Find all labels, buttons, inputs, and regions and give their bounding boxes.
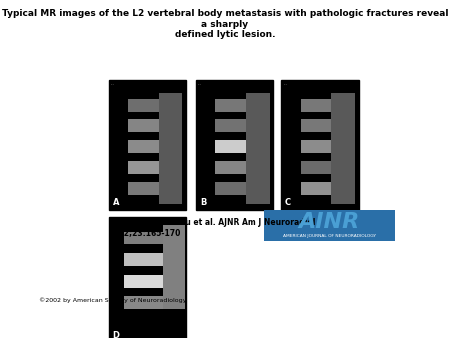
Bar <box>159 93 182 204</box>
Text: ...: ... <box>198 82 202 86</box>
Bar <box>128 119 163 132</box>
Bar <box>109 217 186 338</box>
Text: AINR: AINR <box>299 212 360 232</box>
Text: D: D <box>112 331 120 338</box>
Text: ...: ... <box>283 82 287 86</box>
Bar <box>128 140 163 153</box>
Text: AMERICAN JOURNAL OF NEURORADIOLOGY: AMERICAN JOURNAL OF NEURORADIOLOGY <box>283 234 376 238</box>
Bar <box>281 80 359 210</box>
Bar <box>128 99 163 112</box>
Text: A: A <box>112 198 119 207</box>
Bar <box>128 161 163 174</box>
Text: Typical MR images of the L2 vertebral body metastasis with pathologic fractures : Typical MR images of the L2 vertebral bo… <box>2 9 448 39</box>
Bar <box>124 232 167 244</box>
Bar <box>124 275 167 288</box>
Text: ©2002 by American Society of Neuroradiology: ©2002 by American Society of Neuroradiol… <box>39 297 186 303</box>
Bar <box>301 119 335 132</box>
Bar <box>215 119 250 132</box>
Text: Xiaohong Joe Zhou et al. AJNR Am J Neuroradiol
2002;23:165-170: Xiaohong Joe Zhou et al. AJNR Am J Neuro… <box>109 218 315 238</box>
Bar <box>124 318 167 331</box>
Bar <box>264 210 396 241</box>
Text: ...: ... <box>111 82 114 86</box>
Bar <box>215 140 250 153</box>
Bar <box>301 182 335 195</box>
Bar <box>301 161 335 174</box>
Text: C: C <box>285 198 291 207</box>
Bar <box>109 80 186 210</box>
Bar <box>215 99 250 112</box>
Bar <box>215 161 250 174</box>
Bar <box>332 93 355 204</box>
Bar <box>196 80 274 210</box>
Bar <box>124 254 167 266</box>
Bar <box>163 225 185 337</box>
Bar <box>301 99 335 112</box>
Bar <box>301 140 335 153</box>
Bar <box>124 296 167 309</box>
Text: B: B <box>200 198 206 207</box>
Bar <box>246 93 270 204</box>
Bar <box>215 182 250 195</box>
Bar <box>128 182 163 195</box>
